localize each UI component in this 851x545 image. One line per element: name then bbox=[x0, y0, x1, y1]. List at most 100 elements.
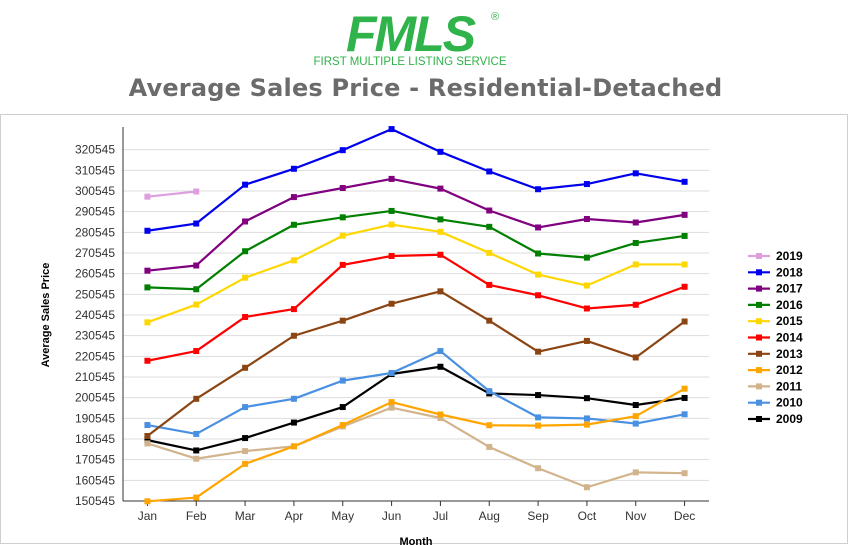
data-point-2009 bbox=[242, 435, 249, 442]
legend-swatch-marker bbox=[756, 367, 762, 374]
data-point-2011 bbox=[535, 465, 542, 472]
legend-swatch-marker bbox=[756, 350, 762, 357]
legend-swatch-marker bbox=[756, 416, 762, 422]
data-point-2011 bbox=[486, 443, 493, 450]
data-point-2010 bbox=[486, 388, 493, 395]
data-point-2014 bbox=[681, 283, 688, 290]
line-chart: 150545 160545 170545 180545 190545 200545 2105… bbox=[40, 126, 803, 545]
data-point-2018 bbox=[193, 220, 200, 227]
x-axis-title: Month bbox=[400, 536, 433, 545]
data-point-2013 bbox=[632, 354, 639, 361]
data-point-2014 bbox=[583, 305, 590, 312]
data-point-2011 bbox=[583, 484, 590, 491]
data-point-2017 bbox=[144, 267, 151, 274]
data-point-2011 bbox=[388, 404, 395, 411]
data-point-2015 bbox=[193, 301, 200, 308]
y-tick-label: 150545 bbox=[75, 494, 115, 508]
data-point-2015 bbox=[486, 249, 493, 256]
legend-swatch-marker bbox=[756, 301, 762, 308]
legend-swatch-marker bbox=[756, 269, 762, 276]
y-tick-label: 270545 bbox=[75, 246, 115, 260]
data-point-2018 bbox=[290, 165, 297, 172]
y-tick-label: 320545 bbox=[75, 143, 115, 157]
data-point-2016 bbox=[290, 221, 297, 228]
series-line-2012 bbox=[147, 387, 686, 503]
data-point-2012 bbox=[535, 422, 542, 429]
data-point-2012 bbox=[144, 498, 151, 505]
data-point-2014 bbox=[632, 301, 639, 308]
data-point-2014 bbox=[242, 313, 249, 320]
data-point-2013 bbox=[535, 348, 542, 355]
data-point-2017 bbox=[486, 207, 493, 214]
data-point-2017 bbox=[388, 175, 395, 182]
y-tick-label: 290545 bbox=[75, 205, 115, 219]
data-point-2009 bbox=[681, 394, 688, 401]
data-point-2012 bbox=[437, 411, 444, 418]
data-point-2010 bbox=[144, 422, 151, 429]
y-tick-label: 230545 bbox=[75, 329, 115, 343]
data-point-2016 bbox=[437, 216, 444, 223]
data-point-2013 bbox=[144, 432, 151, 439]
data-point-2018 bbox=[242, 181, 249, 188]
data-point-2015 bbox=[583, 282, 590, 289]
data-point-2018 bbox=[339, 147, 346, 154]
data-point-2011 bbox=[681, 470, 688, 477]
y-tick-label: 200545 bbox=[75, 391, 115, 405]
data-point-2015 bbox=[388, 221, 395, 228]
data-point-2012 bbox=[339, 422, 346, 429]
data-point-2013 bbox=[681, 318, 688, 325]
data-point-2012 bbox=[193, 494, 200, 501]
data-point-2018 bbox=[583, 181, 590, 188]
data-point-2009 bbox=[632, 401, 639, 408]
data-point-2014 bbox=[486, 281, 493, 288]
data-point-2009 bbox=[339, 404, 346, 411]
registered-mark: ® bbox=[491, 11, 499, 23]
data-point-2012 bbox=[583, 421, 590, 428]
data-point-2014 bbox=[339, 261, 346, 268]
data-point-2011 bbox=[193, 455, 200, 462]
series-line-2009 bbox=[147, 365, 685, 452]
data-point-2013 bbox=[339, 317, 346, 324]
y-tick-label: 160545 bbox=[75, 473, 115, 487]
y-tick-label: 310545 bbox=[75, 163, 115, 177]
data-point-2010 bbox=[535, 414, 542, 421]
page-title: Average Sales Price - Residential-Detach… bbox=[128, 74, 723, 102]
data-point-2013 bbox=[290, 332, 297, 339]
data-point-2013 bbox=[437, 288, 444, 295]
data-point-2017 bbox=[339, 184, 346, 191]
data-point-2017 bbox=[242, 218, 249, 225]
data-point-2012 bbox=[290, 443, 297, 450]
data-point-2017 bbox=[437, 185, 444, 192]
legend-label: 2014 bbox=[776, 331, 803, 345]
data-point-2011 bbox=[242, 448, 249, 455]
chart-frame: 150545 160545 170545 180545 190545 200545 2105… bbox=[0, 114, 848, 545]
x-tick-label: Mar bbox=[235, 509, 256, 523]
fmls-logo: FMLS ® FIRST MULTIPLE LISTING SERVICE bbox=[314, 6, 507, 68]
x-tick-label: Apr bbox=[285, 509, 304, 523]
data-point-2018 bbox=[144, 227, 151, 234]
logo-tagline: FIRST MULTIPLE LISTING SERVICE bbox=[314, 56, 506, 68]
legend-swatch-marker bbox=[756, 399, 762, 406]
data-point-2011 bbox=[437, 415, 444, 422]
legend-label: 2018 bbox=[776, 265, 803, 279]
y-tick-label: 300545 bbox=[75, 184, 115, 198]
y-tick-label: 170545 bbox=[75, 453, 115, 467]
data-point-2010 bbox=[583, 415, 590, 422]
data-point-2016 bbox=[193, 286, 200, 293]
data-point-2012 bbox=[632, 413, 639, 420]
data-point-2016 bbox=[681, 232, 688, 239]
fmls-logo-graphic: FMLS ® FIRST MULTIPLE LISTING SERVICE bbox=[314, 6, 507, 68]
series-line-2019 bbox=[147, 190, 197, 198]
data-point-2017 bbox=[290, 194, 297, 201]
data-point-2014 bbox=[437, 251, 444, 258]
data-point-2013 bbox=[193, 395, 200, 402]
data-point-2016 bbox=[486, 223, 493, 230]
data-point-2017 bbox=[193, 262, 200, 269]
x-tick-label: Jan bbox=[138, 509, 157, 523]
data-point-2015 bbox=[290, 257, 297, 264]
legend-swatch-marker bbox=[756, 285, 762, 292]
data-point-2018 bbox=[437, 148, 444, 155]
data-point-2017 bbox=[535, 224, 542, 231]
data-point-2013 bbox=[486, 317, 493, 324]
data-point-2009 bbox=[583, 395, 590, 402]
